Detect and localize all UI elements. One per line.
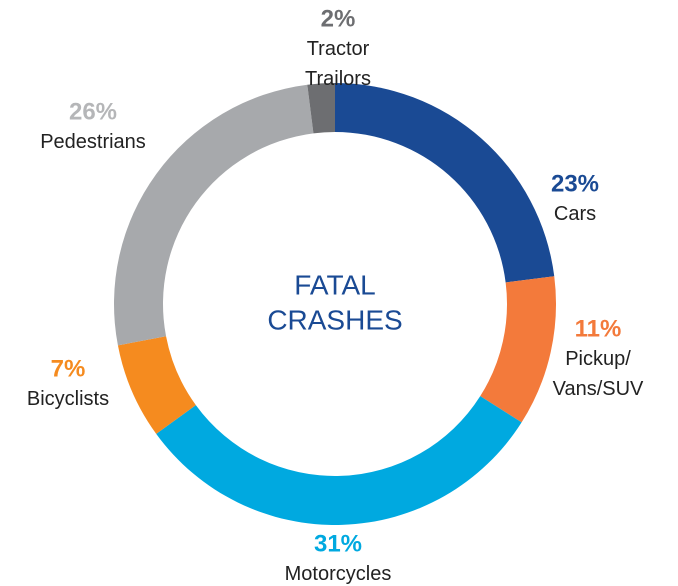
center-label: FATAL (294, 269, 375, 300)
value-label: 31% (314, 530, 362, 557)
center-label: CRASHES (267, 304, 402, 335)
category-label: Tractor Trailors (305, 38, 371, 90)
category-label: Pedestrians (40, 131, 146, 153)
category-label: Cars (554, 203, 596, 225)
category-label: Pickup/Vans/SUV (553, 348, 644, 400)
donut-segment (114, 84, 314, 346)
donut-segment (307, 83, 335, 134)
category-label: Bicyclists (27, 388, 109, 410)
value-label: 26% (69, 98, 117, 125)
donut-segment (335, 83, 555, 283)
value-label: 2% (321, 5, 356, 32)
value-label: 11% (575, 315, 622, 342)
donut-segment (117, 336, 196, 434)
donut-segment (480, 276, 556, 423)
value-label: 23% (551, 170, 599, 197)
category-label: Motorcycles (285, 563, 392, 585)
value-label: 7% (51, 355, 86, 382)
donut-segment (156, 396, 522, 526)
